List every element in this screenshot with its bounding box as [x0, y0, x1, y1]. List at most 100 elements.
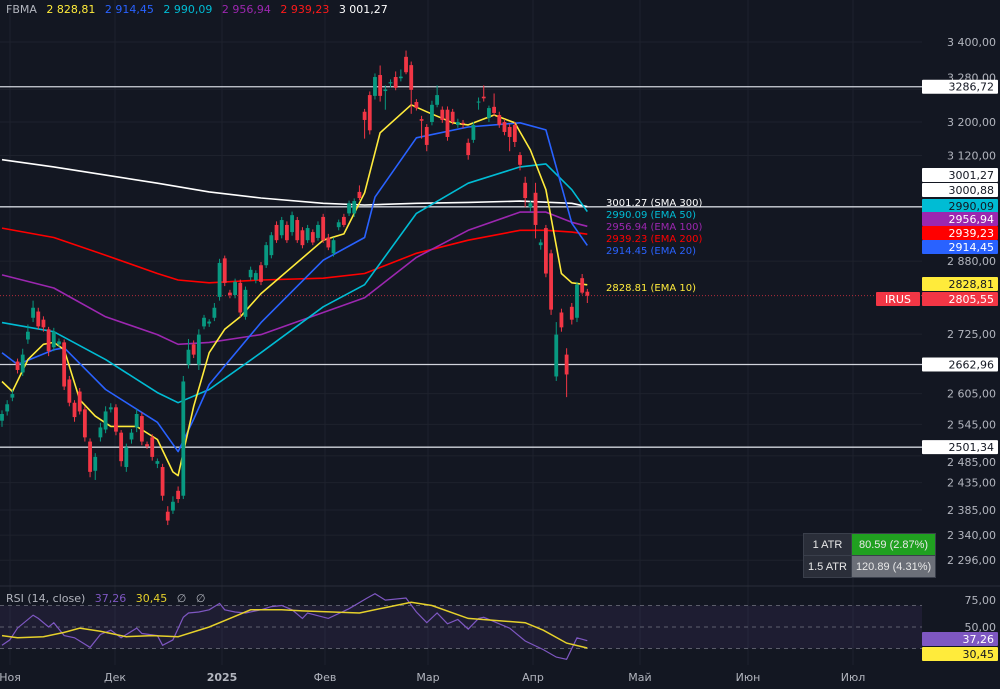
candle: [181, 375, 186, 500]
candle-body: [585, 291, 590, 296]
rsi-extra-2: ∅: [195, 592, 206, 605]
y-tick-label: 3 400,00: [947, 36, 996, 49]
x-tick-label: 2025: [207, 671, 238, 684]
candle: [559, 308, 564, 332]
candle-body: [398, 76, 403, 79]
candle: [119, 430, 124, 467]
candle-body: [461, 122, 465, 124]
candle: [67, 375, 72, 407]
ma-line-ema50: [1, 163, 588, 404]
candle: [124, 443, 129, 472]
candle: [243, 286, 248, 320]
candle: [388, 79, 393, 88]
rsi-tick-label: 75,00: [965, 594, 997, 607]
price-label-box: [922, 199, 998, 213]
candle-body: [134, 413, 139, 428]
candle: [259, 262, 263, 286]
ma-line-ema100: [1, 211, 588, 346]
candle-body: [57, 341, 61, 345]
candle-body: [347, 203, 351, 214]
last-price-label: 2805,55: [922, 292, 998, 306]
candle-body: [176, 490, 181, 500]
candle-body: [575, 284, 579, 318]
candle: [155, 458, 160, 469]
candle: [108, 403, 113, 413]
rsi-line: [1, 593, 588, 660]
candle: [139, 412, 144, 446]
y-tick-label: 2 385,00: [947, 504, 996, 517]
level-price-label: 2662,96: [922, 357, 998, 372]
ma-price-label: 2939,23: [922, 226, 998, 240]
candle-body: [77, 391, 82, 412]
candle-body: [357, 191, 362, 199]
candle: [466, 138, 471, 160]
candle: [544, 224, 548, 278]
candle-body: [0, 413, 4, 421]
candle: [207, 319, 212, 327]
candle: [114, 404, 118, 436]
candle-body: [290, 215, 294, 233]
candle-body: [507, 126, 512, 137]
candle: [554, 322, 559, 381]
candle-body: [248, 269, 253, 278]
candle-body: [492, 106, 496, 113]
candle: [341, 213, 346, 228]
candle-body: [430, 104, 434, 123]
price-label-text: 2939,23: [949, 227, 995, 240]
price-label-text: 3001,27: [949, 169, 995, 182]
candle: [129, 429, 134, 444]
candle: [378, 65, 383, 102]
candle-body: [518, 155, 522, 165]
candle: [450, 108, 455, 125]
candle: [512, 122, 517, 148]
candle-body: [171, 501, 175, 511]
candle-body: [264, 245, 269, 266]
candle: [171, 496, 175, 514]
candle: [290, 211, 294, 236]
candle-body: [285, 224, 289, 241]
candle: [248, 266, 253, 281]
candle: [549, 249, 553, 315]
candle-body: [93, 456, 98, 471]
candle: [145, 441, 149, 449]
candle: [393, 71, 398, 91]
candle-body: [445, 109, 450, 137]
candle: [253, 270, 258, 284]
candle-body: [233, 281, 237, 295]
rsi-ma-value: 30,45: [135, 592, 168, 605]
candle-body: [103, 411, 108, 430]
candle-body: [139, 416, 144, 442]
candle: [15, 358, 20, 374]
candle-body: [82, 409, 87, 438]
candle: [31, 300, 35, 323]
price-label-box: [922, 79, 998, 94]
rsi-ma-value-label: 30,45: [922, 647, 998, 661]
candle-body: [155, 461, 160, 464]
y-tick-label: 3 200,00: [947, 116, 996, 129]
candle: [285, 221, 289, 243]
candle-body: [316, 224, 320, 238]
candle-body: [150, 437, 155, 457]
candle-body: [549, 253, 553, 310]
candle: [264, 241, 269, 268]
level-price-label: 3000,88: [922, 183, 998, 197]
x-tick-label: Апр: [522, 671, 544, 684]
candle: [331, 237, 336, 257]
candle-body: [424, 126, 429, 145]
candle: [0, 410, 4, 427]
legend-ema20: 2 914,45: [104, 3, 154, 16]
candle: [445, 106, 450, 141]
rsi-ma-line: [1, 601, 588, 649]
candle-body: [46, 329, 51, 352]
candle: [212, 303, 217, 322]
candle-body: [523, 182, 528, 199]
candle-body: [300, 230, 305, 246]
candle-body: [145, 444, 149, 447]
x-tick-label: Мар: [416, 671, 439, 684]
candle-body: [362, 111, 367, 120]
candle: [492, 93, 496, 116]
candle: [398, 69, 403, 82]
candle-body: [72, 402, 77, 418]
candle-body: [450, 111, 455, 123]
